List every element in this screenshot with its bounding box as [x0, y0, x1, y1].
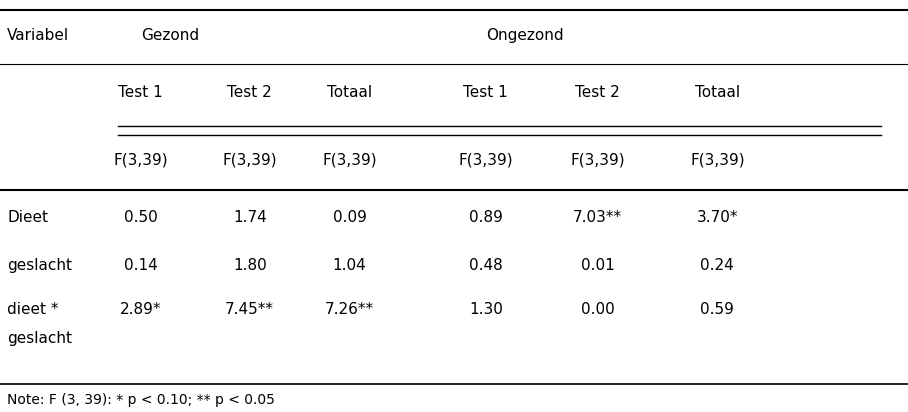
Text: 1.74: 1.74	[232, 210, 267, 225]
Text: F(3,39): F(3,39)	[222, 152, 277, 167]
Text: F(3,39): F(3,39)	[114, 152, 168, 167]
Text: 0.50: 0.50	[123, 210, 158, 225]
Text: F(3,39): F(3,39)	[570, 152, 625, 167]
Text: Note: F (3, 39): * p < 0.10; ** p < 0.05: Note: F (3, 39): * p < 0.10; ** p < 0.05	[7, 393, 275, 407]
Text: 2.89*: 2.89*	[120, 302, 162, 317]
Text: geslacht: geslacht	[7, 331, 73, 346]
Text: Variabel: Variabel	[7, 28, 69, 42]
Text: geslacht: geslacht	[7, 258, 73, 273]
Text: 0.01: 0.01	[580, 258, 615, 273]
Text: F(3,39): F(3,39)	[322, 152, 377, 167]
Text: Test 1: Test 1	[118, 85, 163, 100]
Text: 0.59: 0.59	[700, 302, 735, 317]
Text: dieet *: dieet *	[7, 302, 59, 317]
Text: F(3,39): F(3,39)	[459, 152, 513, 167]
Text: Ongezond: Ongezond	[486, 28, 563, 42]
Text: Totaal: Totaal	[327, 85, 372, 100]
Text: Totaal: Totaal	[695, 85, 740, 100]
Text: 3.70*: 3.70*	[696, 210, 738, 225]
Text: Dieet: Dieet	[7, 210, 48, 225]
Text: 0.14: 0.14	[123, 258, 158, 273]
Text: 0.48: 0.48	[469, 258, 503, 273]
Text: 0.24: 0.24	[700, 258, 735, 273]
Text: 0.00: 0.00	[580, 302, 615, 317]
Text: Gezond: Gezond	[141, 28, 199, 42]
Text: 7.45**: 7.45**	[225, 302, 274, 317]
Text: 7.03**: 7.03**	[573, 210, 622, 225]
Text: 1.80: 1.80	[232, 258, 267, 273]
Text: 0.09: 0.09	[332, 210, 367, 225]
Text: 1.30: 1.30	[469, 302, 503, 317]
Text: F(3,39): F(3,39)	[690, 152, 745, 167]
Text: Test 2: Test 2	[227, 85, 272, 100]
Text: 0.89: 0.89	[469, 210, 503, 225]
Text: 1.04: 1.04	[332, 258, 367, 273]
Text: 7.26**: 7.26**	[325, 302, 374, 317]
Text: Test 2: Test 2	[575, 85, 620, 100]
Text: Test 1: Test 1	[463, 85, 508, 100]
